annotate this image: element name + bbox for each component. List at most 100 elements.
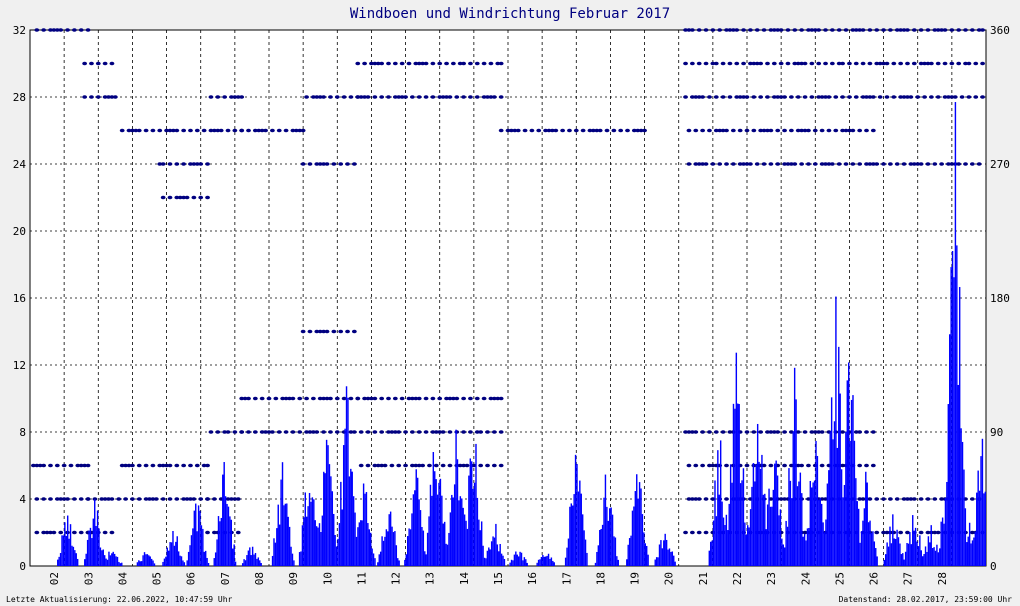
- gust-bar: [304, 492, 306, 566]
- gust-bar: [241, 563, 244, 566]
- direction-dot: [894, 162, 900, 166]
- gust-bar: [479, 530, 481, 566]
- direction-dot: [775, 128, 781, 133]
- direction-dot: [696, 497, 702, 501]
- gust-bar: [917, 546, 920, 566]
- gust-bar: [718, 494, 720, 566]
- direction-dot: [864, 463, 869, 468]
- gust-bar: [803, 533, 806, 566]
- direction-dot: [410, 430, 415, 434]
- direction-dot: [430, 430, 436, 434]
- direction-dot: [683, 530, 688, 535]
- gust-bar: [311, 497, 314, 566]
- direction-dot: [488, 396, 494, 401]
- direction-dot: [65, 28, 70, 32]
- direction-dot: [823, 95, 828, 99]
- direction-dot: [498, 463, 504, 468]
- direction-dot: [78, 463, 84, 468]
- gust-bar: [333, 513, 335, 566]
- direction-dot: [901, 95, 907, 99]
- direction-dot: [109, 95, 115, 99]
- gust-bar: [153, 563, 156, 566]
- gust-bar: [334, 534, 336, 566]
- direction-dot: [119, 463, 125, 468]
- gust-bar: [884, 554, 887, 566]
- gust-bar: [673, 555, 675, 566]
- direction-dot: [372, 430, 378, 434]
- gust-bar: [573, 494, 575, 566]
- gust-bar: [712, 520, 715, 566]
- gust-bar: [546, 555, 548, 566]
- direction-dot: [362, 396, 367, 401]
- direction-dot: [693, 463, 699, 468]
- gust-bar: [958, 287, 961, 566]
- gust-bar: [970, 543, 972, 566]
- gust-bar: [902, 553, 904, 566]
- gust-bar: [815, 440, 817, 566]
- gust-bar: [244, 560, 247, 566]
- direction-dot: [761, 28, 767, 32]
- direction-dot: [102, 95, 108, 99]
- direction-dot: [211, 530, 217, 535]
- direction-dot: [491, 463, 497, 468]
- direction-dot: [543, 128, 548, 133]
- direction-dot: [823, 162, 828, 166]
- gust-bar: [424, 551, 426, 566]
- direction-dot: [95, 95, 101, 99]
- direction-dot: [259, 430, 265, 434]
- direction-dot: [348, 430, 354, 434]
- direction-dot: [969, 162, 975, 166]
- gust-bar: [471, 461, 473, 566]
- gust-bar: [495, 523, 497, 566]
- direction-dot: [321, 430, 327, 434]
- gust-bar: [350, 468, 352, 566]
- direction-dot: [416, 396, 422, 401]
- direction-dot: [553, 128, 559, 133]
- direction-dot: [85, 28, 91, 32]
- gust-bar: [980, 456, 982, 566]
- direction-dot: [410, 396, 415, 401]
- gust-bar: [832, 439, 834, 566]
- direction-dot: [491, 95, 497, 99]
- direction-dot: [51, 28, 57, 32]
- direction-dot: [806, 463, 811, 468]
- direction-dot: [720, 95, 726, 99]
- direction-dot: [297, 430, 303, 434]
- direction-dot: [71, 497, 77, 501]
- direction-dot: [744, 95, 750, 99]
- y-right-tick-label: 0: [990, 560, 997, 573]
- x-tick-label: 05: [151, 572, 164, 585]
- direction-dot: [351, 329, 357, 334]
- direction-dot: [430, 95, 436, 99]
- gust-bar: [963, 469, 965, 566]
- direction-dot: [707, 430, 712, 434]
- direction-dot: [188, 463, 193, 468]
- gust-bar: [805, 540, 807, 566]
- direction-dot: [737, 95, 743, 99]
- direction-dot: [573, 128, 579, 133]
- gust-bar: [92, 518, 95, 566]
- direction-dot: [454, 95, 460, 99]
- direction-dot: [918, 162, 924, 166]
- gust-bar: [754, 481, 756, 566]
- gust-bar: [738, 404, 740, 566]
- direction-dot: [792, 61, 798, 66]
- direction-dot: [440, 463, 446, 468]
- direction-dot: [478, 463, 484, 468]
- direction-dot: [437, 430, 443, 434]
- direction-dot: [850, 28, 856, 32]
- gust-bar: [143, 552, 146, 566]
- direction-dot: [389, 463, 395, 468]
- direction-dot: [713, 430, 719, 434]
- gust-bar: [830, 397, 833, 566]
- direction-dot: [184, 497, 190, 501]
- gust-bar: [94, 499, 96, 566]
- direction-dot: [413, 396, 419, 401]
- direction-dot: [788, 128, 794, 133]
- gust-bar: [778, 515, 780, 566]
- direction-dot: [857, 430, 863, 434]
- gust-bar: [603, 497, 605, 566]
- gust-bar: [436, 494, 439, 566]
- gust-bar: [234, 561, 237, 566]
- direction-dot: [751, 128, 757, 133]
